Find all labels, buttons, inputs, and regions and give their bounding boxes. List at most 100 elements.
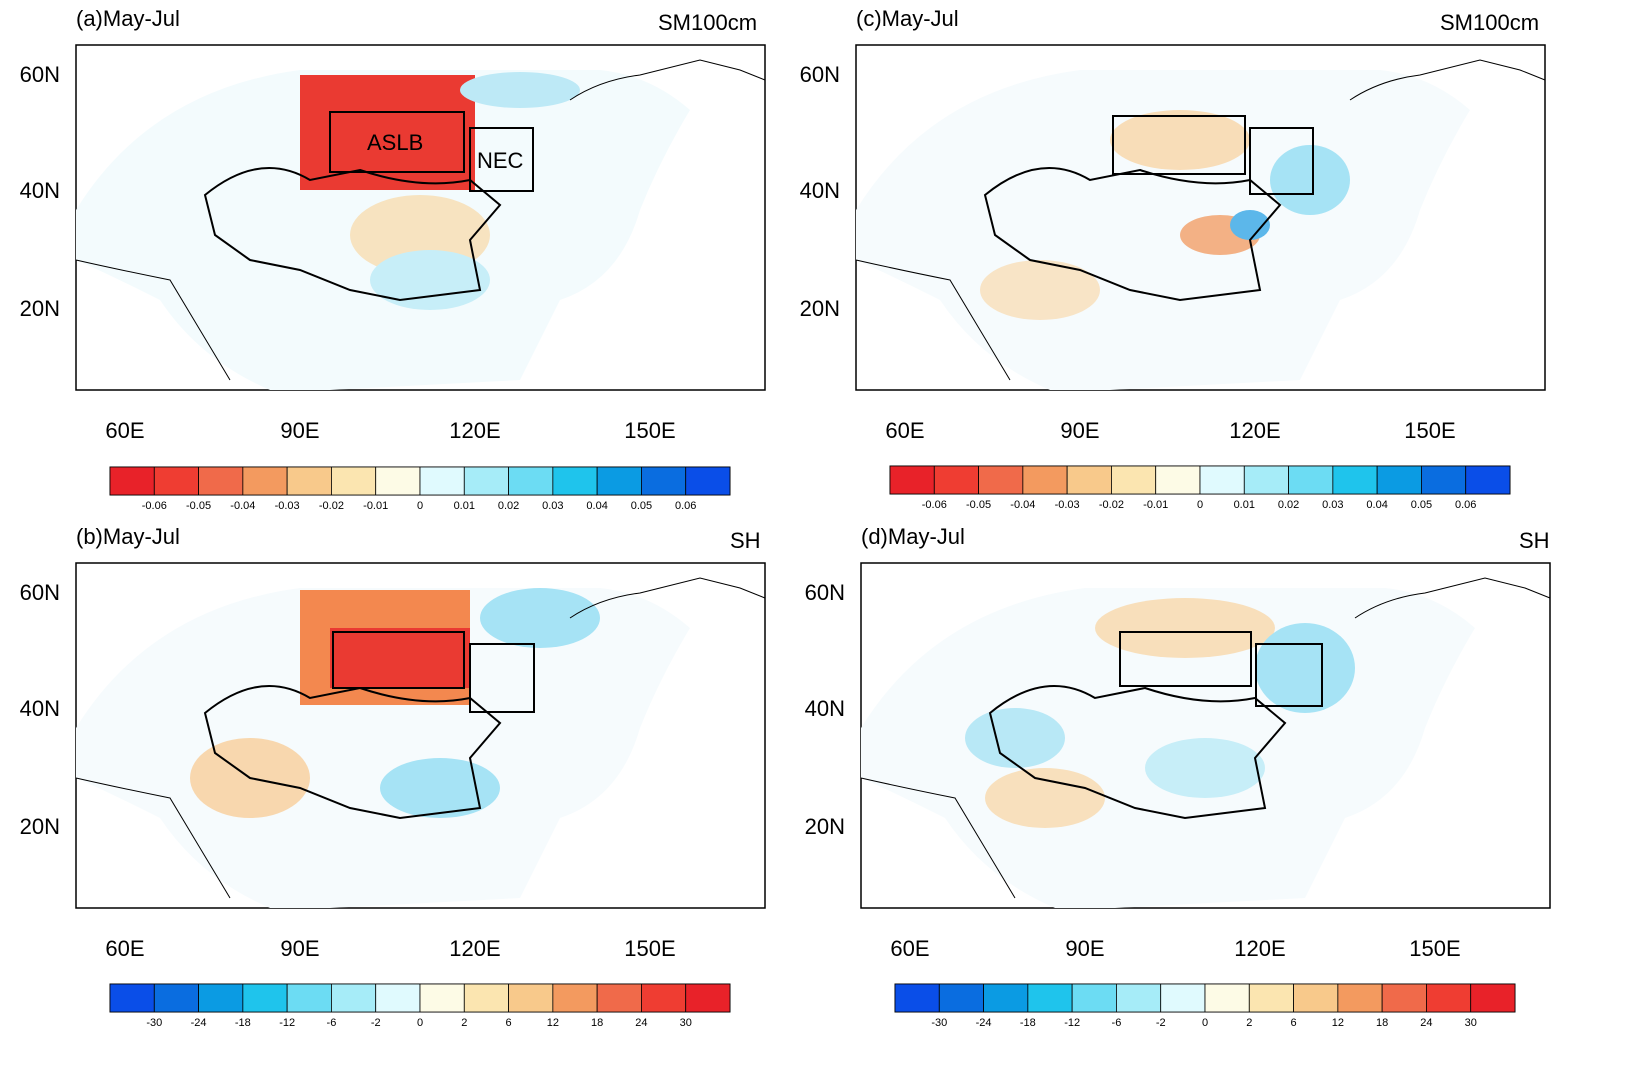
colorbar-tick-label: 0 [416, 500, 424, 512]
nec-box [1255, 643, 1323, 707]
coastline [855, 259, 1011, 381]
map-d-svg [860, 562, 1551, 1013]
coastline [75, 259, 231, 381]
colorbar-tick-label: -12 [1064, 1017, 1081, 1029]
colorbar-tick-label: 6 [1290, 1017, 1297, 1029]
map-panel-c: (c)May-Jul SM100cm 60N 40N 20N 60E 90E 1… [780, 0, 1600, 543]
country-border [203, 167, 502, 302]
colorbar-swatch [1426, 983, 1472, 1013]
colorbar-swatch [153, 983, 199, 1013]
panel-title: (c)May-Jul [856, 6, 959, 31]
lat-label: 20N [799, 296, 840, 321]
colorbar-swatch [286, 983, 332, 1013]
colorbar-swatch [552, 983, 598, 1013]
panel-variable: SM100cm [658, 10, 758, 35]
colorbar-swatch [685, 466, 731, 496]
lat-label: 40N [19, 178, 60, 203]
nec-label: NEC [477, 148, 524, 173]
red-anomaly-region [330, 628, 470, 688]
blue-anomaly-region [1270, 145, 1350, 215]
colorbar-swatch [1204, 983, 1250, 1013]
colorbar-tick-label: 0 [416, 1017, 424, 1029]
colorbar-tick-label: 0.03 [542, 500, 564, 512]
colorbar-tick-label: 0.04 [1366, 499, 1388, 511]
blue-anomaly-region [965, 708, 1065, 768]
shaded-domain [76, 588, 690, 908]
colorbar-swatch [1293, 983, 1339, 1013]
colorbar-swatch [1160, 983, 1206, 1013]
aslb-box [329, 111, 465, 173]
aslb-label: ASLB [367, 130, 424, 155]
nec-box [1249, 127, 1314, 195]
colorbar-tick-label: -2 [1155, 1017, 1166, 1029]
colorbar-swatch [463, 466, 509, 496]
orange-anomaly-region [1110, 110, 1250, 170]
coastline [569, 59, 766, 101]
colorbar-swatch [1111, 465, 1157, 495]
colorbar-swatch [978, 465, 1024, 495]
coastline [1349, 59, 1546, 101]
colorbar-tick-label: -0.06 [141, 500, 167, 512]
colorbar-swatch [242, 983, 288, 1013]
colorbar-swatch [641, 983, 687, 1013]
map-b-svg [75, 562, 766, 1013]
blue-anomaly-region [370, 250, 490, 310]
lon-label: 150E [624, 418, 676, 443]
colorbar-tick-label: 0.05 [1410, 499, 1433, 511]
orange-anomaly-region [1095, 598, 1275, 658]
colorbar-swatch [198, 466, 244, 496]
colorbar-tick-label: 0.06 [1454, 499, 1477, 511]
orange-anomaly-region [980, 260, 1100, 320]
colorbar-swatch [1288, 465, 1334, 495]
colorbar-swatch [1155, 465, 1201, 495]
nec-box [469, 127, 534, 192]
colorbar-tick-label: -0.05 [966, 499, 992, 511]
lat-label: 40N [799, 178, 840, 203]
colorbar-swatch [1376, 465, 1422, 495]
colorbar-tick-label: -18 [234, 1017, 251, 1029]
colorbar-tick-label: -0.02 [318, 500, 344, 512]
colorbar-tick-label: 0.01 [1233, 499, 1255, 511]
blue-anomaly-region [1255, 623, 1355, 713]
colorbar-swatch [331, 983, 377, 1013]
colorbar-tick-label: -0.01 [363, 500, 389, 512]
colorbar-tick-label: -0.05 [186, 500, 212, 512]
colorbar-tick-label: 24 [635, 1017, 648, 1029]
lon-label: 150E [1404, 418, 1456, 443]
colorbar-tick-label: 0.02 [497, 500, 520, 512]
colorbar-swatch [1421, 465, 1467, 495]
colorbar-swatch [1116, 983, 1162, 1013]
colorbar-tick-label: -24 [190, 1017, 207, 1029]
colorbar-tick-label: -18 [1019, 1017, 1036, 1029]
colorbar-swatch [242, 466, 288, 496]
orange-anomaly-region [985, 768, 1105, 828]
colorbar-swatch [375, 466, 421, 496]
lat-label: 40N [19, 696, 60, 721]
colorbar-tick-label: 2 [461, 1017, 468, 1029]
colorbar-tick-label: 30 [1464, 1017, 1477, 1029]
colorbar-swatch [419, 983, 465, 1013]
colorbar-swatch [1332, 465, 1378, 495]
lat-label: 60N [19, 580, 60, 605]
lat-label: 20N [19, 296, 60, 321]
lon-label: 120E [449, 936, 501, 961]
lon-label: 90E [1060, 418, 1100, 443]
aslb-box [332, 631, 465, 689]
colorbar-tick-label: -30 [931, 1017, 948, 1029]
country-border [203, 685, 502, 820]
colorbar-swatch [1199, 465, 1245, 495]
colorbar-swatch [1465, 465, 1511, 495]
panel-title: (b)May-Jul [76, 524, 180, 549]
lon-label: 90E [280, 418, 320, 443]
aslb-box [1112, 115, 1246, 175]
lon-label: 90E [280, 936, 320, 961]
coastline [860, 777, 1016, 899]
panel-variable: SH [730, 528, 761, 553]
colorbar-swatch [1027, 983, 1073, 1013]
colorbar-tick-label: -0.02 [1098, 499, 1124, 511]
colorbar-swatch [938, 983, 984, 1013]
colorbar-tick-label: -2 [370, 1017, 381, 1029]
colorbar-tick-label: -0.04 [1010, 499, 1036, 511]
colorbar-swatch [1022, 465, 1068, 495]
colorbar-swatch [109, 983, 155, 1013]
